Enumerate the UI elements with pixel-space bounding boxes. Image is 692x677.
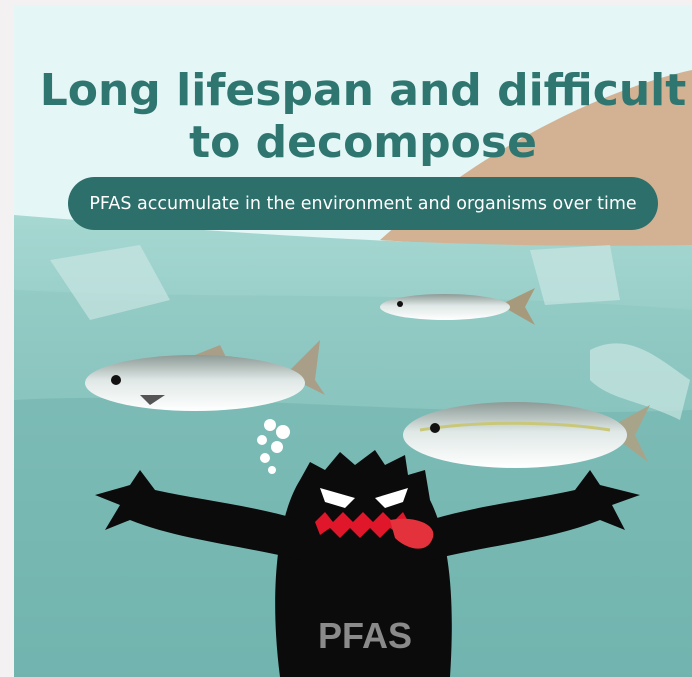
- plastic-bag: [530, 245, 620, 305]
- subtitle: PFAS accumulate in the environment and o…: [89, 194, 636, 214]
- illustration: PFAS Long lifespan and difficult to deco…: [0, 0, 692, 677]
- page: PFAS Long lifespan and difficult to deco…: [0, 0, 692, 677]
- scene: PFAS Long lifespan and difficult to deco…: [14, 5, 692, 677]
- title-line: Long lifespan and difficult: [40, 65, 687, 116]
- title-line: to decompose: [189, 117, 537, 168]
- character-label: PFAS: [318, 615, 412, 656]
